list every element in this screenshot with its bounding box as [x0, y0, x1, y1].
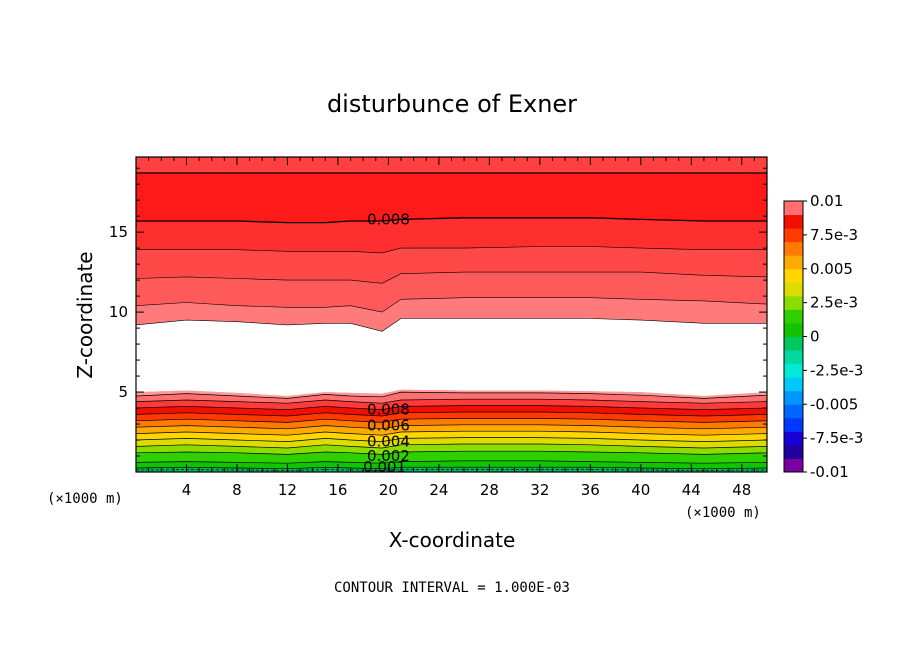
contour-label: 0.002 — [367, 447, 410, 465]
colorbar-swatch — [784, 350, 803, 365]
colorbar-swatch — [784, 241, 803, 256]
colorbar-swatch — [784, 431, 803, 446]
colorbar-swatch — [784, 255, 803, 270]
x-tick-label: 36 — [581, 481, 600, 499]
contour-line-dashed — [135, 469, 768, 471]
x-tick-label: 32 — [530, 481, 549, 499]
contour-field — [136, 157, 767, 472]
colorbar-swatch — [784, 404, 803, 419]
contour-line — [135, 271, 768, 284]
colorbar-swatch — [784, 336, 803, 351]
colorbar-swatch — [784, 228, 803, 243]
x-tick-label: 8 — [232, 481, 242, 499]
y-axis-unit: (×1000 m) — [47, 491, 123, 507]
contour-line — [135, 437, 768, 442]
colorbar-swatch — [784, 268, 803, 283]
contour-line — [135, 443, 768, 449]
contour-label: 0.001 — [363, 458, 406, 476]
colorbar-swatch — [784, 444, 803, 459]
x-tick-label: 40 — [631, 481, 650, 499]
y-tick-label: 15 — [109, 223, 128, 241]
colorbar-swatch — [784, 390, 803, 405]
x-tick-label: 16 — [328, 481, 347, 499]
contour-label: 0.004 — [367, 433, 410, 451]
colorbar-label: 2.5e-3 — [810, 294, 858, 312]
colorbar-label: -2.5e-3 — [810, 361, 863, 379]
contour-label: 0.006 — [367, 417, 410, 435]
contour-line — [135, 391, 768, 399]
colorbar — [783, 200, 804, 473]
y-tick-label: 5 — [118, 383, 128, 401]
contour-line — [135, 398, 768, 404]
x-axis-unit: (×1000 m) — [685, 505, 761, 521]
colorbar-swatch — [784, 377, 803, 392]
colorbar-swatch — [784, 363, 803, 378]
colorbar-swatch — [784, 309, 803, 324]
x-tick-label: 12 — [278, 481, 297, 499]
contour-lines — [135, 172, 768, 471]
x-axis-label: X-coordinate — [389, 528, 516, 552]
contour-interval-note: CONTOUR INTERVAL = 1.000E-03 — [334, 580, 570, 596]
y-tick-label: 10 — [109, 303, 128, 321]
colorbar-swatch — [784, 295, 803, 310]
colorbar-swatch — [784, 458, 803, 473]
x-axis-ticks: 4 8 12 16 20 24 28 32 36 40 44 48 — [135, 157, 768, 499]
contour-label: 0.008 — [367, 401, 410, 419]
y-axis-ticks: 5 10 15 — [109, 167, 767, 473]
colorbar-labels: 0.01 7.5e-3 0.005 2.5e-3 0 -2.5e-3 -0.005 -7.5e… — [803, 192, 863, 481]
contour-line — [135, 424, 768, 430]
contour-line — [135, 450, 768, 455]
colorbar-label: -7.5e-3 — [810, 429, 863, 447]
contour-label: 0.008 — [367, 210, 410, 228]
contour-line — [136, 246, 767, 254]
contour-line — [135, 405, 768, 410]
x-tick-label: 44 — [682, 481, 701, 499]
y-axis-label: Z-coordinate — [73, 251, 97, 378]
contour-line — [135, 418, 768, 423]
contour-line — [135, 297, 768, 313]
contour-line — [135, 430, 768, 436]
colorbar-swatch — [784, 201, 803, 216]
colorbar-swatch — [784, 417, 803, 432]
contour-line — [135, 460, 768, 464]
x-tick-label: 24 — [429, 481, 448, 499]
x-tick-label: 4 — [182, 481, 192, 499]
colorbar-swatch — [784, 214, 803, 229]
colorbar-label: 0.01 — [810, 192, 843, 210]
white-core-region — [136, 318, 767, 396]
colorbar-label: -0.005 — [810, 395, 858, 413]
x-tick-label: 28 — [480, 481, 499, 499]
colorbar-swatch — [784, 282, 803, 297]
chart-title: disturbunce of Exner — [327, 90, 577, 118]
colorbar-label: 0.005 — [810, 260, 853, 278]
colorbar-swatch — [784, 322, 803, 337]
contour-line — [135, 318, 767, 332]
colorbar-label: -0.01 — [810, 463, 849, 481]
contour-line — [135, 466, 768, 470]
contour-line — [135, 411, 768, 417]
contour-line — [136, 217, 767, 224]
colorbar-label: 0 — [810, 328, 820, 346]
x-tick-label: 48 — [732, 481, 751, 499]
colorbar-label: 7.5e-3 — [810, 226, 858, 244]
x-tick-label: 20 — [379, 481, 398, 499]
